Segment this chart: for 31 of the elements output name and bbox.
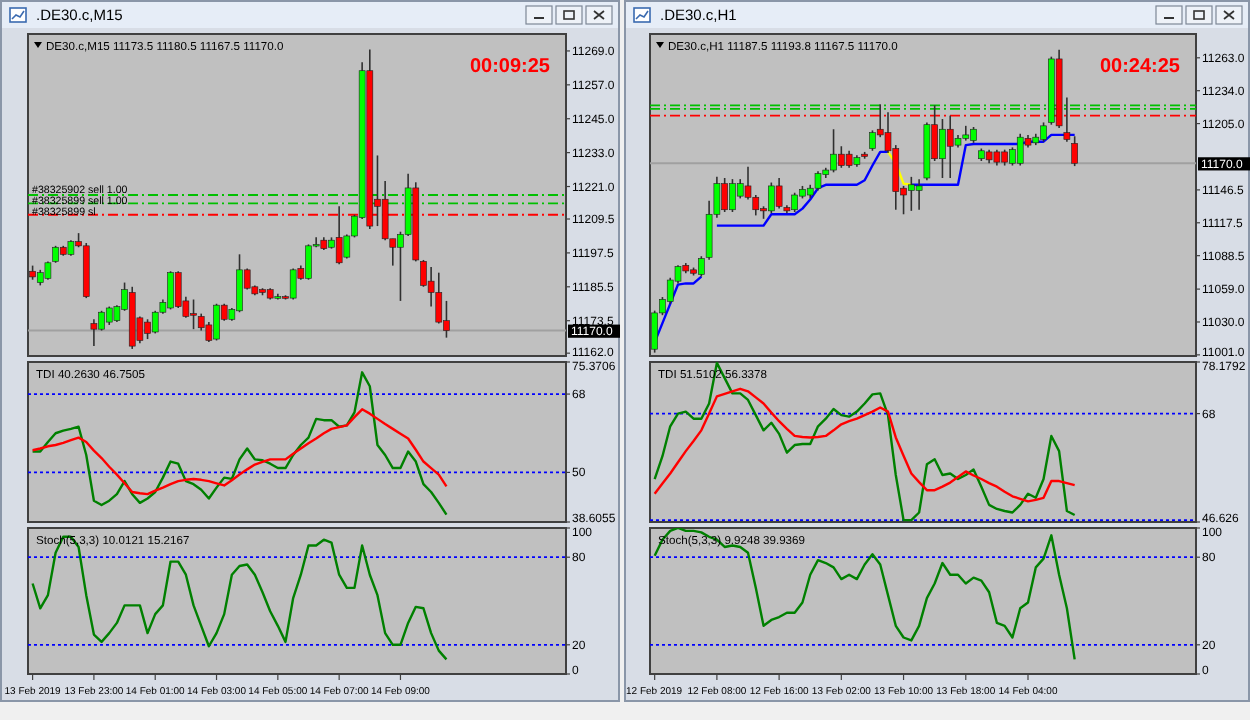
candlestick <box>939 118 946 179</box>
candlestick <box>830 128 837 174</box>
candlestick <box>814 170 822 192</box>
candlestick <box>190 298 197 330</box>
candlestick <box>729 178 736 213</box>
line-series <box>31 535 448 661</box>
candlestick <box>236 253 243 314</box>
annotation: 00:24:25 <box>1099 56 1181 78</box>
candlestick <box>305 243 312 281</box>
candlestick <box>721 177 728 213</box>
candlestick <box>908 176 915 212</box>
line-series <box>31 408 448 496</box>
candlestick <box>213 302 220 342</box>
candlestick <box>1016 132 1024 167</box>
candlestick <box>768 181 775 214</box>
candlestick <box>144 318 151 340</box>
line-series <box>653 387 1076 503</box>
candlestick <box>90 318 98 347</box>
annotation: 00:09:25 <box>469 56 551 78</box>
candlestick <box>1071 135 1078 167</box>
line-series <box>31 371 448 516</box>
candlestick <box>791 191 798 213</box>
line-series <box>653 362 1076 522</box>
candlestick <box>1040 121 1047 143</box>
candlestick <box>289 267 297 301</box>
line-series <box>653 528 1076 661</box>
candlestick <box>838 145 845 169</box>
candlestick <box>167 270 174 311</box>
candlestick <box>435 271 443 325</box>
candlestick <box>915 178 923 211</box>
candlestick <box>775 177 783 210</box>
